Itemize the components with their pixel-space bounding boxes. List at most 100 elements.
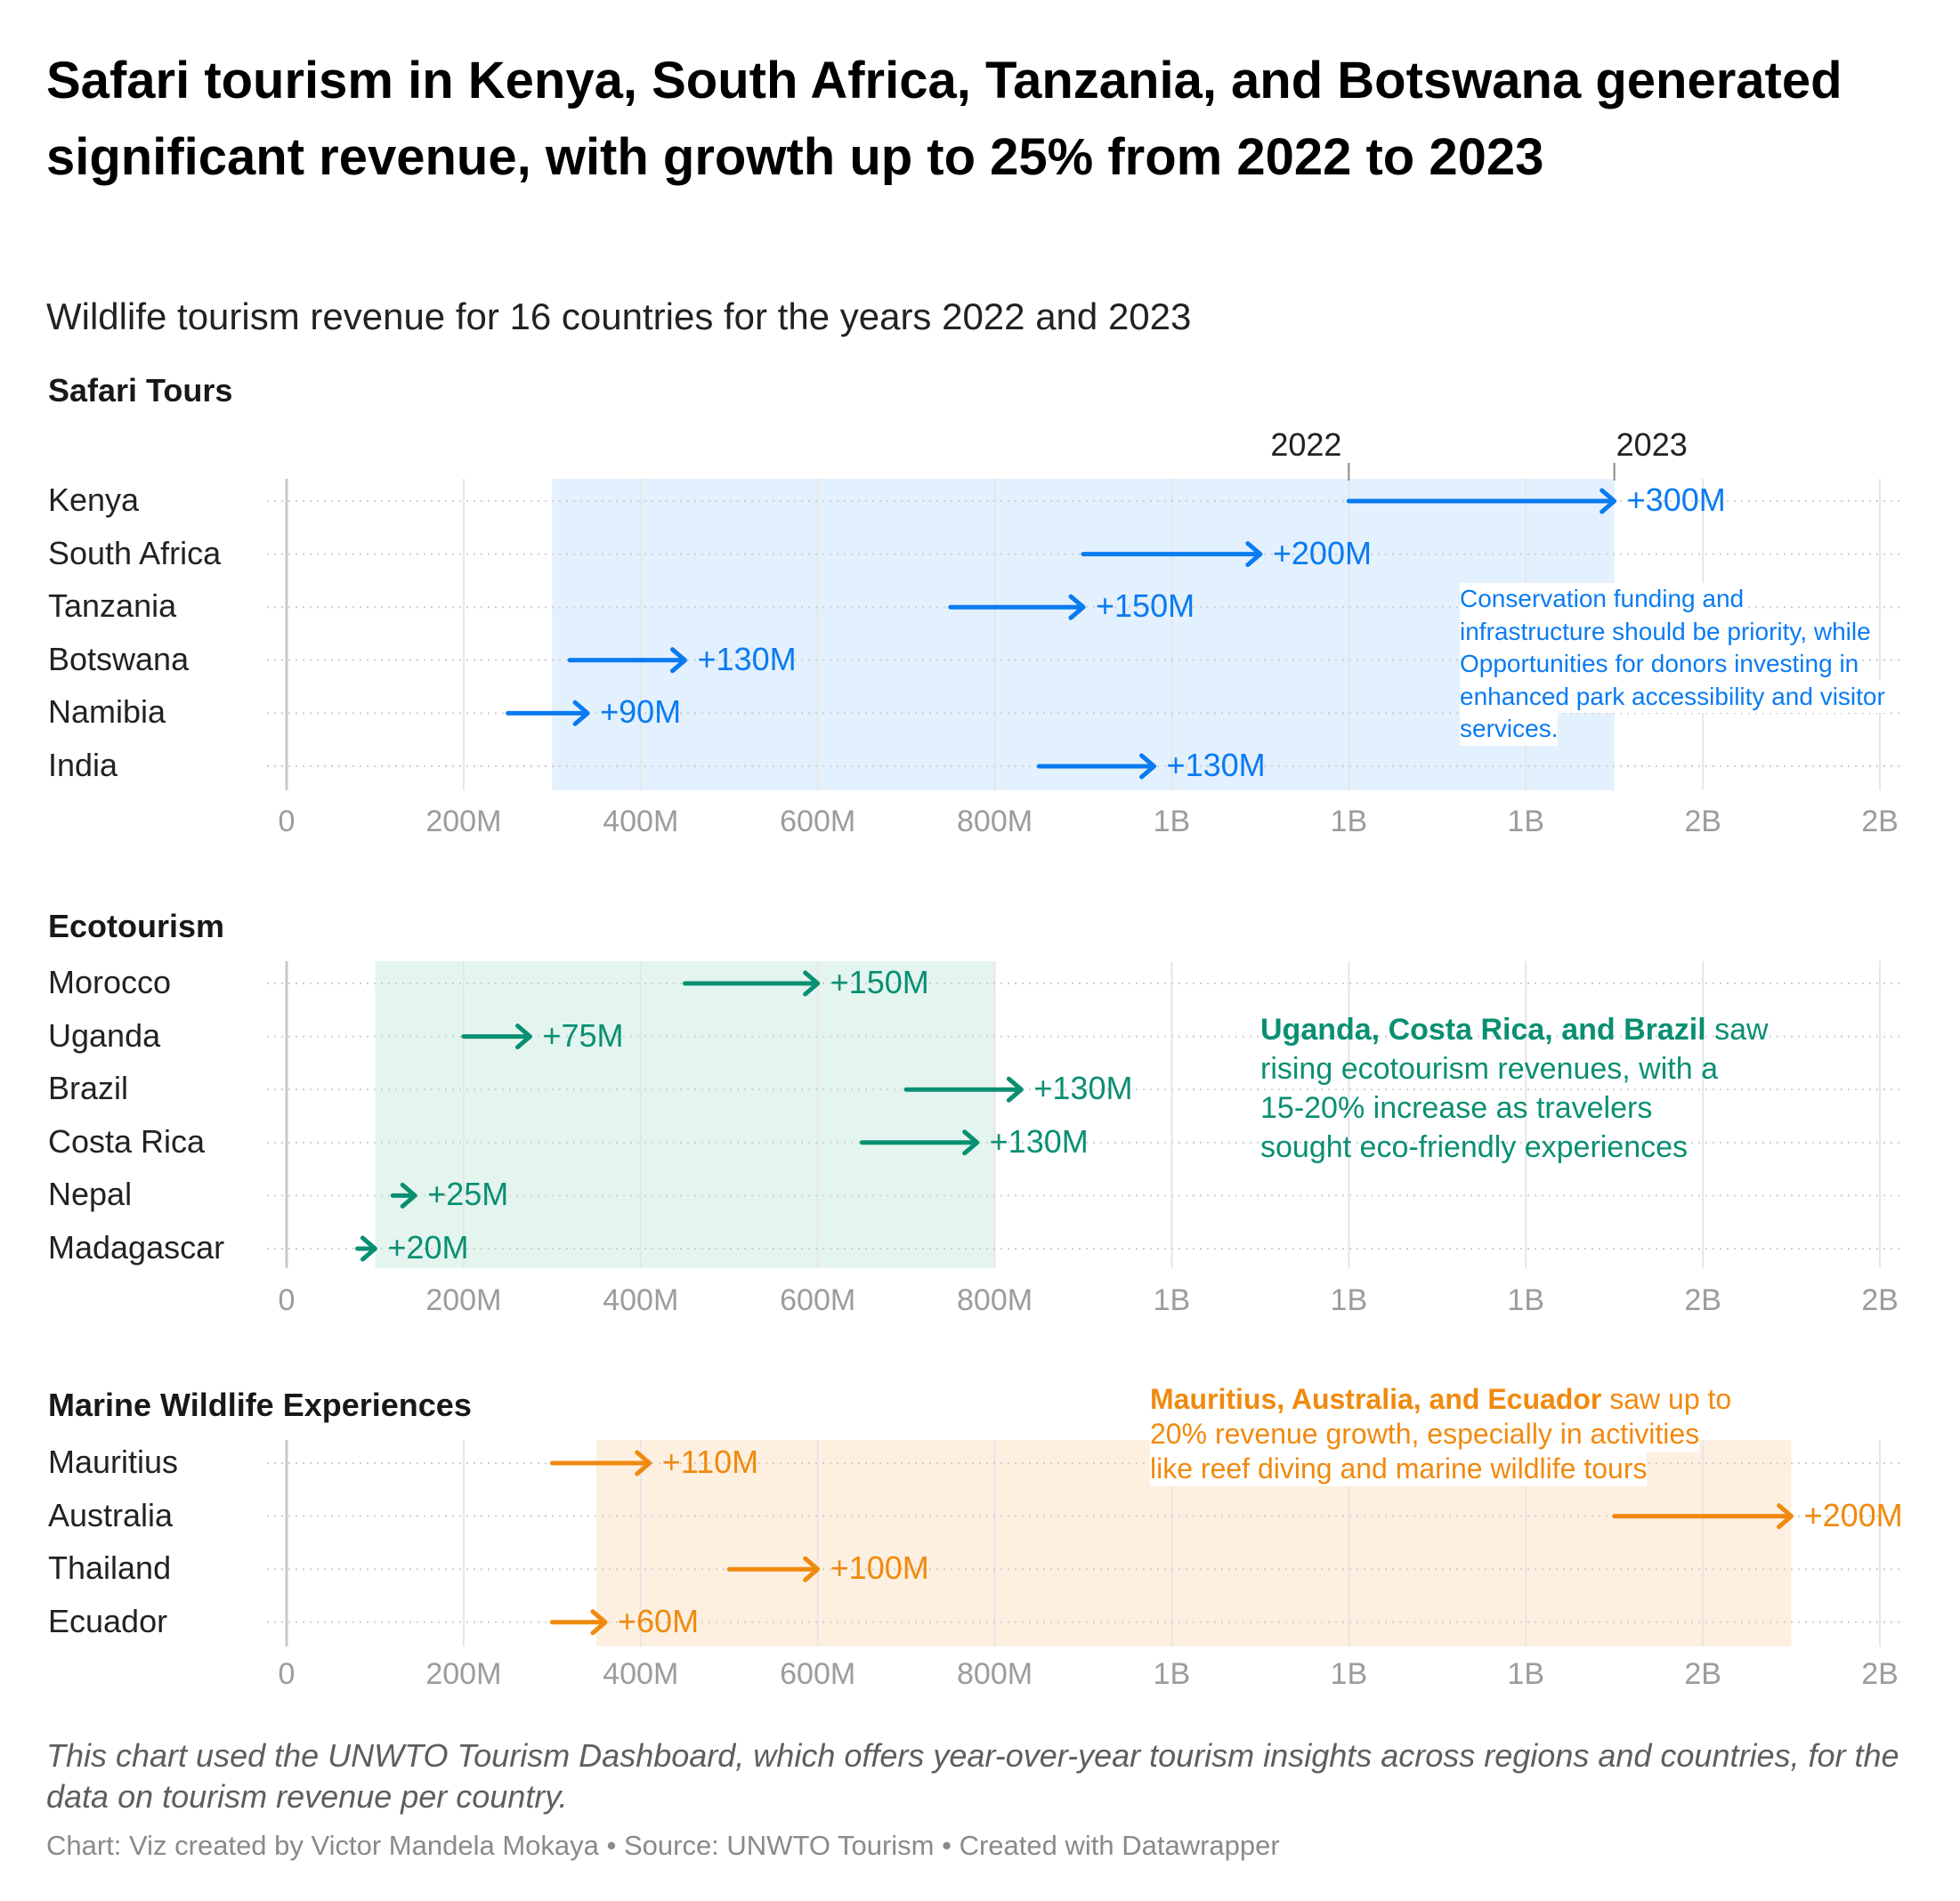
x-tick-label: 800M — [957, 805, 1033, 838]
country-label: Botswana — [48, 640, 190, 677]
x-tick-label: 2B — [1684, 1283, 1721, 1317]
x-tick-label: 1B — [1330, 1657, 1368, 1691]
x-tick-label: 1B — [1153, 805, 1191, 838]
arrow-head — [962, 1129, 980, 1156]
x-tick-label: 800M — [957, 1657, 1033, 1691]
x-tick-label: 2B — [1861, 1283, 1899, 1317]
x-tick-label: 1B — [1330, 1283, 1368, 1317]
change-label: +60M — [618, 1602, 700, 1639]
annotation-highlight: Uganda, Costa Rica, and Brazil — [1260, 1013, 1706, 1047]
annotation-highlight: Mauritius, Australia, and Ecuador — [1150, 1383, 1602, 1415]
annotation-line: rising ecotourism revenues, with a — [1260, 1052, 1719, 1086]
arrow-head — [514, 1023, 532, 1050]
change-label: +20M — [387, 1229, 469, 1266]
x-tick-label: 1B — [1507, 1657, 1545, 1691]
x-tick-label: 1B — [1507, 1283, 1545, 1317]
x-tick-label: 2B — [1684, 805, 1721, 838]
annotation-line: 20% revenue growth, especially in activi… — [1150, 1417, 1700, 1452]
arrow-head — [1139, 753, 1157, 780]
section-title: Marine Wildlife Experiences — [48, 1387, 472, 1423]
x-tick-label: 0 — [278, 1657, 296, 1691]
x-tick-label: 400M — [603, 1657, 679, 1691]
arrow-head — [1006, 1076, 1024, 1103]
arrow-head — [572, 700, 590, 726]
arrow-head — [400, 1182, 417, 1209]
change-label: +90M — [600, 693, 682, 731]
country-label: India — [48, 747, 118, 783]
arrow-head — [1600, 488, 1617, 514]
change-label: +130M — [1033, 1070, 1133, 1107]
change-label: +110M — [661, 1444, 759, 1480]
country-label: Kenya — [48, 481, 140, 518]
country-label: Costa Rica — [48, 1122, 206, 1160]
x-tick-label: 2B — [1684, 1657, 1721, 1691]
x-tick-label: 200M — [425, 805, 502, 838]
country-label: Nepal — [48, 1176, 133, 1213]
x-tick-label: 1B — [1507, 805, 1545, 838]
x-tick-label: 600M — [780, 805, 856, 838]
x-tick-label: 200M — [425, 1283, 502, 1317]
country-label: Mauritius — [48, 1444, 179, 1480]
country-label: Uganda — [48, 1016, 161, 1054]
footer-note: This chart used the UNWTO Tourism Dashbo… — [46, 1737, 1899, 1815]
chart-subtitle: Wildlife tourism revenue for 16 countrie… — [46, 295, 1192, 337]
footer-credit: Chart: Viz created by Victor Mandela Mok… — [46, 1830, 1280, 1861]
arrow-head — [1245, 541, 1263, 568]
x-tick-label: 1B — [1153, 1657, 1191, 1691]
arrow-head — [1777, 1503, 1794, 1530]
annotation-text: saw — [1705, 1013, 1769, 1047]
annotation-line: 15-20% increase as travelers — [1260, 1091, 1653, 1125]
year-label-2022: 2022 — [1270, 426, 1342, 463]
arrow-head — [1068, 594, 1086, 620]
annotation-line: sought eco-friendly experiences — [1260, 1130, 1689, 1164]
section-annotation: Mauritius, Australia, and Ecuador saw up… — [1150, 1382, 1732, 1486]
annotation-line: enhanced park accessibility and visitor — [1460, 680, 1885, 713]
change-label: +75M — [542, 1016, 624, 1054]
arrow-head — [670, 647, 687, 674]
arrow-head — [803, 970, 821, 997]
change-label: +130M — [1166, 747, 1266, 783]
annotation-line: Conservation funding and — [1460, 583, 1745, 616]
country-label: Australia — [48, 1496, 174, 1533]
section-annotation: Uganda, Costa Rica, and Brazil saw rising… — [1260, 1010, 1769, 1167]
x-tick-label: 600M — [780, 1283, 856, 1317]
year-label-2023: 2023 — [1616, 426, 1688, 463]
change-label: +130M — [989, 1122, 1089, 1160]
x-tick-label: 600M — [780, 1657, 856, 1691]
change-label: +200M — [1272, 534, 1372, 571]
x-tick-label: 800M — [957, 1283, 1033, 1317]
x-tick-label: 0 — [278, 1283, 296, 1317]
x-tick-label: 1B — [1330, 805, 1368, 838]
highlight-band — [552, 479, 1615, 790]
annotation-line: Uganda, Costa Rica, and Brazil saw — [1260, 1010, 1769, 1049]
annotation-line: services. — [1460, 713, 1559, 746]
country-label: Ecuador — [48, 1602, 168, 1639]
annotation-line: Mauritius, Australia, and Ecuador saw up… — [1150, 1382, 1732, 1417]
country-label: Morocco — [48, 964, 172, 1000]
x-tick-label: 0 — [278, 805, 296, 838]
x-tick-label: 400M — [603, 1283, 679, 1317]
country-label: Brazil — [48, 1070, 129, 1107]
chart-title: Safari tourism in Kenya, South Africa, T… — [46, 52, 1843, 186]
annotation-line: infrastructure should be priority, while — [1460, 615, 1871, 648]
annotation-text: saw up to — [1601, 1383, 1732, 1415]
arrow-head — [590, 1609, 608, 1636]
x-tick-label: 1B — [1153, 1283, 1191, 1317]
x-tick-label: 200M — [425, 1657, 502, 1691]
annotation-line: like reef diving and marine wildlife tou… — [1150, 1452, 1648, 1486]
country-label: Namibia — [48, 693, 166, 731]
change-label: +300M — [1626, 481, 1726, 518]
x-tick-label: 2B — [1861, 1657, 1899, 1691]
change-label: +150M — [1096, 587, 1195, 625]
arrow-head — [803, 1556, 821, 1582]
section-title: Ecotourism — [48, 908, 225, 944]
country-label: Thailand — [48, 1549, 172, 1587]
country-label: Madagascar — [48, 1229, 225, 1266]
country-label: Tanzania — [48, 587, 177, 625]
change-label: +150M — [830, 964, 929, 1000]
change-label: +130M — [697, 640, 797, 677]
annotation-line: Opportunities for donors investing in — [1460, 648, 1859, 681]
section-annotation: Conservation funding and infrastructure s… — [1460, 583, 1885, 746]
change-label: +100M — [830, 1549, 929, 1587]
